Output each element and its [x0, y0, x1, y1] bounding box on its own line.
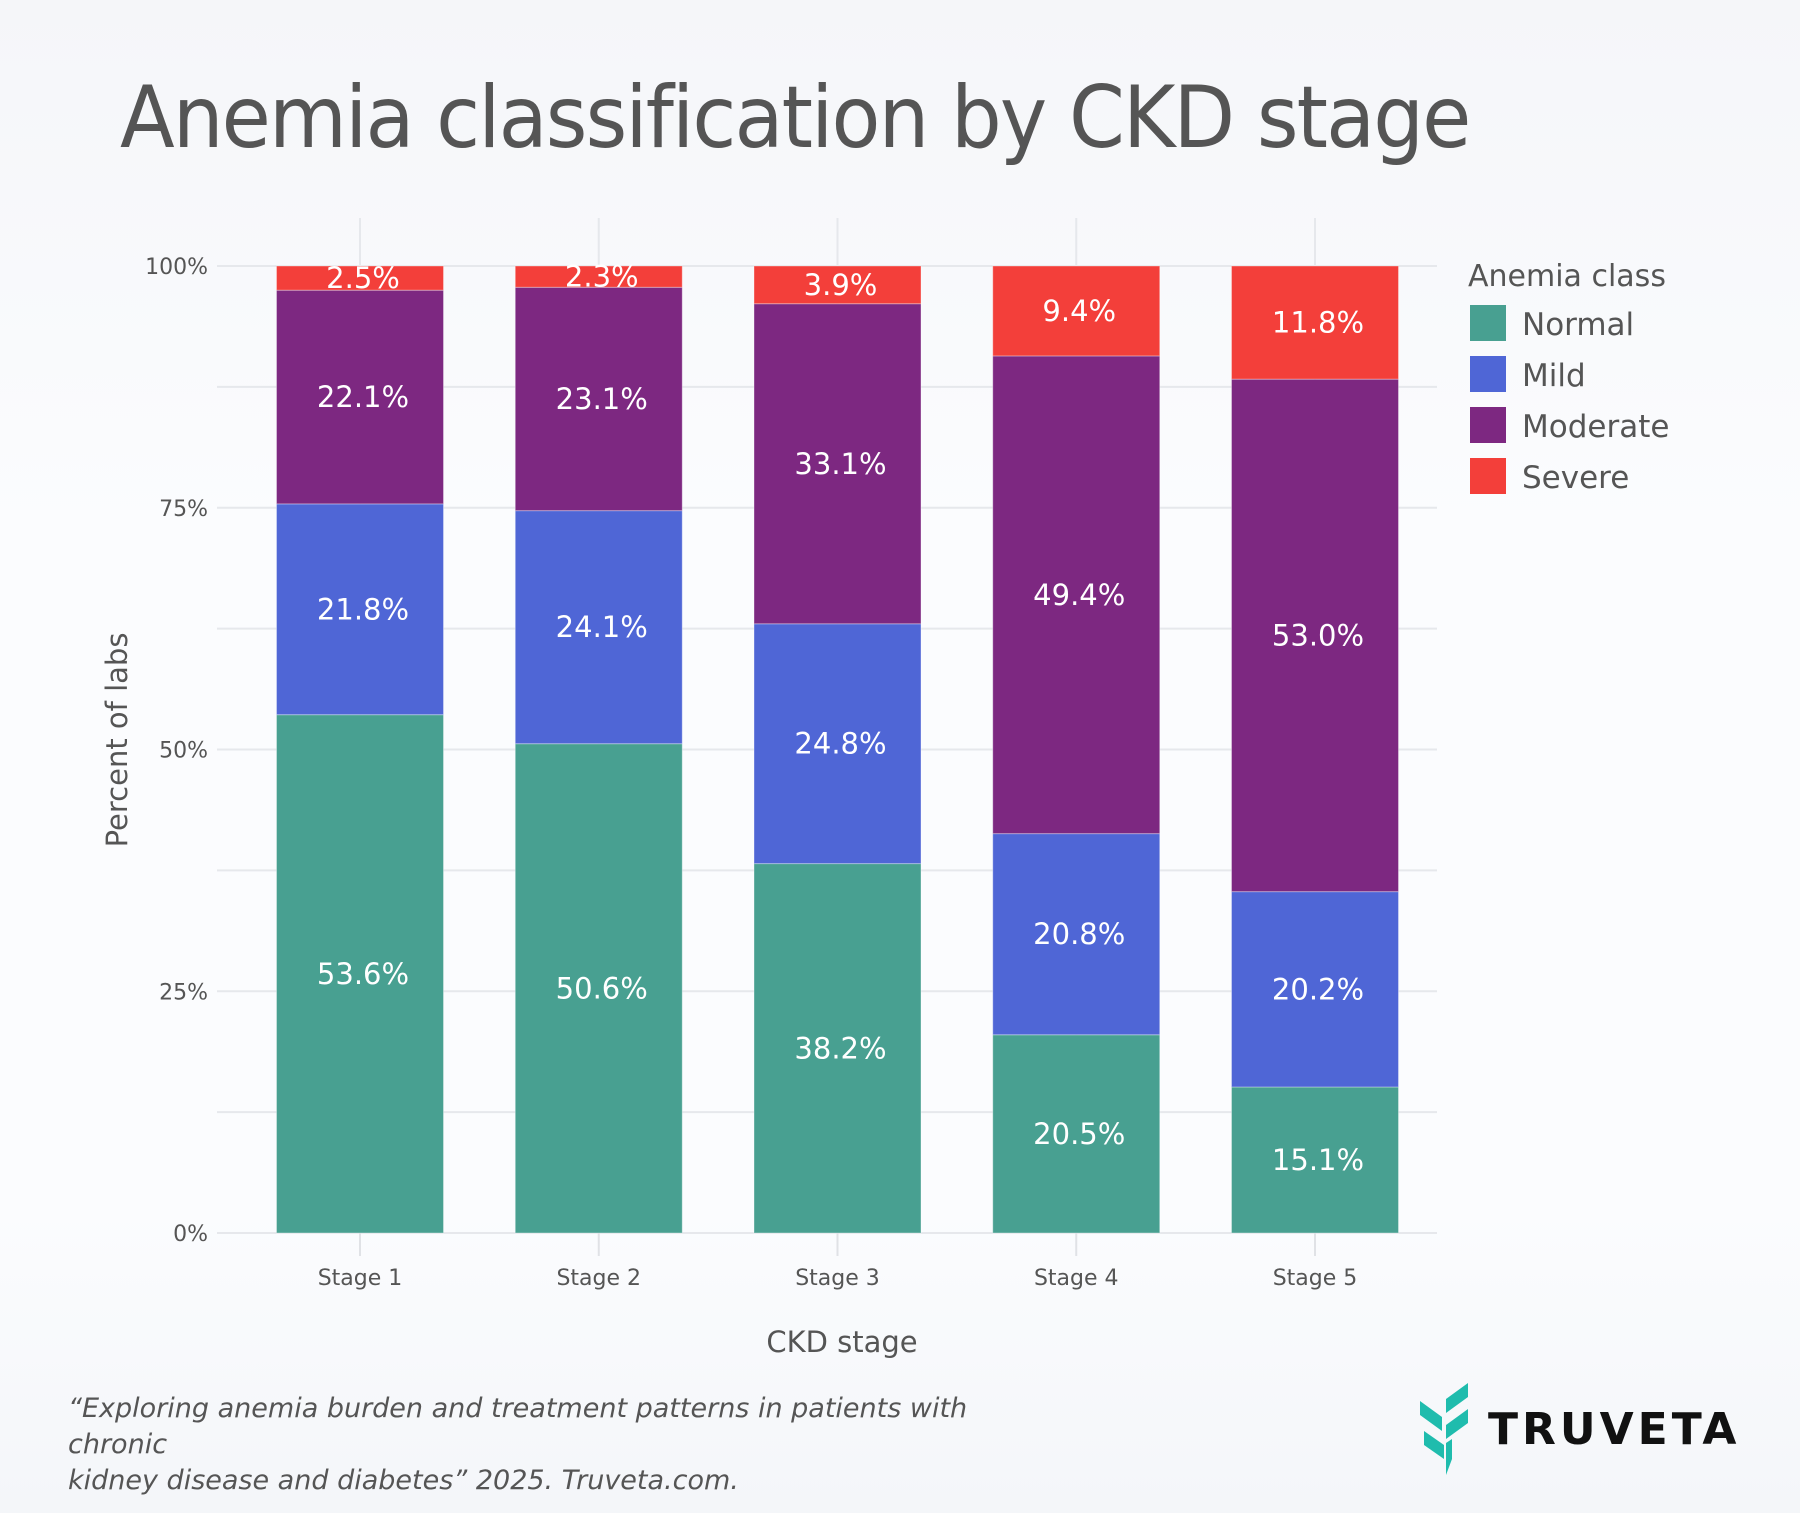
data-label-mild-1: 21.8% — [317, 592, 409, 626]
bar-normal-4[interactable] — [992, 1034, 1161, 1234]
legend-label: Moderate — [1522, 409, 1669, 445]
y-tick-label: 50% — [159, 739, 208, 764]
legend-item-mild[interactable]: Mild — [1470, 356, 1586, 394]
data-label-moderate-1: 22.1% — [317, 380, 409, 414]
y-axis: 0% 25% 50% 75% 100% — [145, 255, 208, 1247]
data-label-normal-1: 53.6% — [317, 957, 409, 991]
bar-severe-3[interactable] — [753, 265, 922, 305]
bar-moderate-3[interactable] — [753, 303, 922, 625]
citation-line-1: “Exploring anemia burden and treatment p… — [68, 1393, 968, 1460]
data-label-moderate-3: 33.1% — [794, 447, 886, 481]
citation-line-2: kidney disease and diabetes” 2025. Truve… — [68, 1465, 739, 1496]
bar-mild-3[interactable] — [753, 623, 922, 865]
legend-swatch — [1470, 305, 1506, 341]
legend-item-normal[interactable]: Normal — [1470, 305, 1634, 343]
truveta-logo: TRUVETA — [1418, 1383, 1740, 1475]
y-tick-label: 100% — [145, 255, 208, 280]
bar-normal-2[interactable] — [514, 743, 683, 1234]
bar-severe-4[interactable] — [992, 265, 1161, 357]
bar-mild-5[interactable] — [1231, 891, 1399, 1088]
data-label-mild-3: 24.8% — [794, 727, 886, 761]
data-label-severe-1: 2.5% — [326, 261, 400, 295]
data-label-normal-3: 38.2% — [794, 1031, 886, 1065]
bar-normal-5[interactable] — [1231, 1086, 1399, 1234]
legend-item-moderate[interactable]: Moderate — [1470, 407, 1669, 445]
bar-mild-1[interactable] — [276, 503, 444, 716]
bar-moderate-4[interactable] — [992, 355, 1161, 835]
data-label-mild-4: 20.8% — [1033, 917, 1125, 951]
legend-swatch — [1470, 407, 1506, 443]
legend-label: Mild — [1522, 358, 1586, 394]
legend-swatch — [1470, 356, 1506, 392]
data-label-normal-4: 20.5% — [1033, 1117, 1125, 1151]
data-label-moderate-4: 49.4% — [1033, 578, 1125, 612]
bar-normal-3[interactable] — [753, 863, 922, 1234]
x-tick-label: Stage 4 — [1034, 1266, 1119, 1291]
legend-label: Severe — [1522, 460, 1629, 496]
data-label-mild-2: 24.1% — [556, 610, 648, 644]
data-labels: 53.6% 21.8% 22.1% 2.5% 50.6% 24.1% 23.1% 2.3% 38… — [317, 260, 1364, 1177]
truveta-leaf-icon — [1420, 1383, 1468, 1475]
x-tick-label: Stage 5 — [1273, 1266, 1358, 1291]
bars — [276, 265, 1399, 1234]
y-axis-title: Percent of labs — [100, 633, 134, 848]
data-label-severe-3: 3.9% — [804, 268, 878, 302]
legend-label: Normal — [1522, 307, 1634, 343]
bar-moderate-1[interactable] — [276, 289, 444, 505]
data-label-normal-5: 15.1% — [1272, 1143, 1364, 1177]
bar-mild-2[interactable] — [514, 510, 683, 745]
data-label-normal-2: 50.6% — [556, 971, 648, 1005]
data-label-severe-4: 9.4% — [1042, 294, 1116, 328]
y-tick-label: 0% — [173, 1222, 208, 1247]
bar-severe-1[interactable] — [276, 265, 444, 291]
x-axis: Stage 1 Stage 2 Stage 3 Stage 4 Stage 5 — [318, 1233, 1358, 1291]
bar-normal-1[interactable] — [276, 714, 444, 1234]
bar-mild-4[interactable] — [992, 833, 1161, 1036]
data-label-severe-2: 2.3% — [565, 260, 639, 294]
legend-title: Anemia class — [1468, 259, 1666, 294]
legend: Anemia class Normal Mild Moderate Severe — [1468, 259, 1669, 496]
x-tick-label: Stage 3 — [795, 1266, 880, 1291]
x-tick-label: Stage 1 — [318, 1266, 403, 1291]
bar-severe-2[interactable] — [514, 265, 683, 288]
bar-moderate-5[interactable] — [1231, 378, 1399, 893]
bar-severe-5[interactable] — [1231, 265, 1399, 380]
logo-text: TRUVETA — [1488, 1403, 1741, 1455]
legend-item-severe[interactable]: Severe — [1470, 458, 1629, 496]
data-label-severe-5: 11.8% — [1272, 306, 1364, 340]
data-label-moderate-2: 23.1% — [556, 382, 648, 416]
y-tick-label: 75% — [159, 497, 208, 522]
citation: “Exploring anemia burden and treatment p… — [68, 1391, 1068, 1499]
legend-swatch — [1470, 458, 1506, 494]
y-tick-label: 25% — [159, 980, 208, 1005]
chart-title: Anemia classification by CKD stage — [120, 68, 1471, 168]
x-tick-label: Stage 2 — [556, 1266, 641, 1291]
x-axis-title: CKD stage — [766, 1325, 917, 1359]
data-label-moderate-5: 53.0% — [1272, 618, 1364, 652]
data-label-mild-5: 20.2% — [1272, 972, 1364, 1006]
